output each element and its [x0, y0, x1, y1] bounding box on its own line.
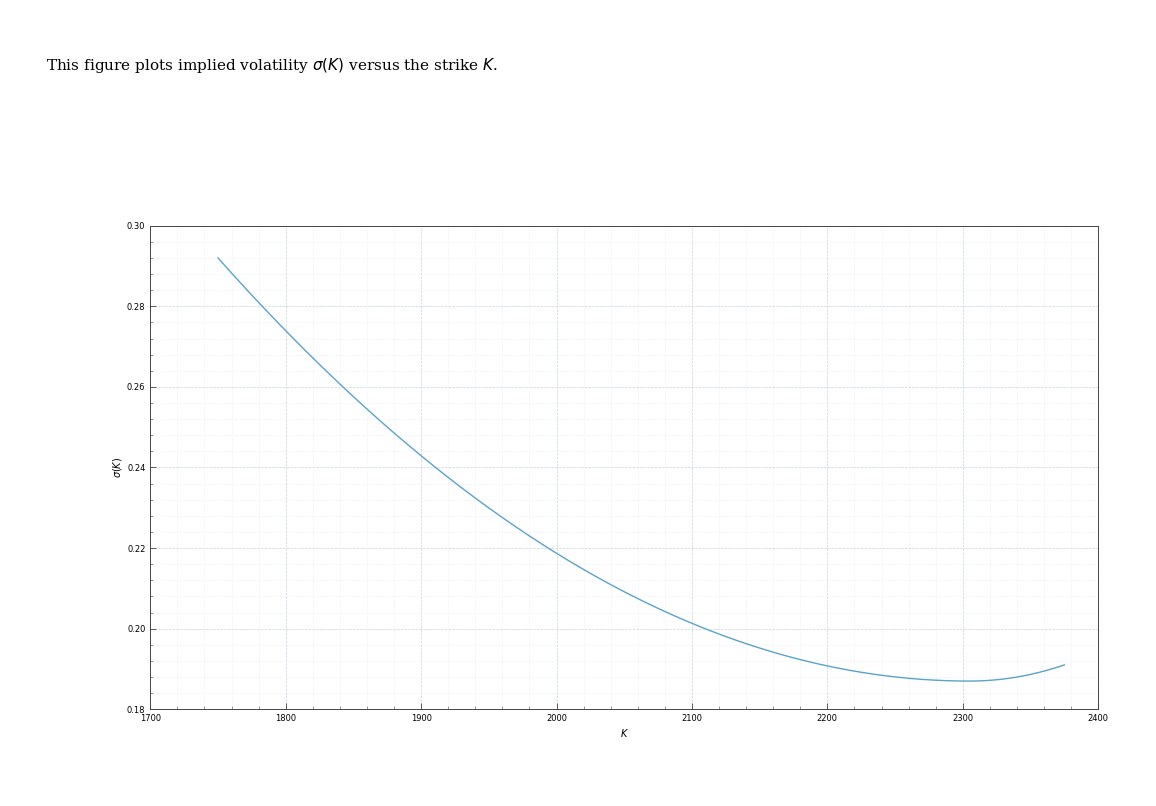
X-axis label: $K$: $K$ [620, 727, 629, 739]
Y-axis label: $\sigma(K)$: $\sigma(K)$ [111, 457, 124, 478]
Text: This figure plots implied volatility $\sigma(K)$ versus the strike $K$.: This figure plots implied volatility $\s… [46, 56, 498, 76]
